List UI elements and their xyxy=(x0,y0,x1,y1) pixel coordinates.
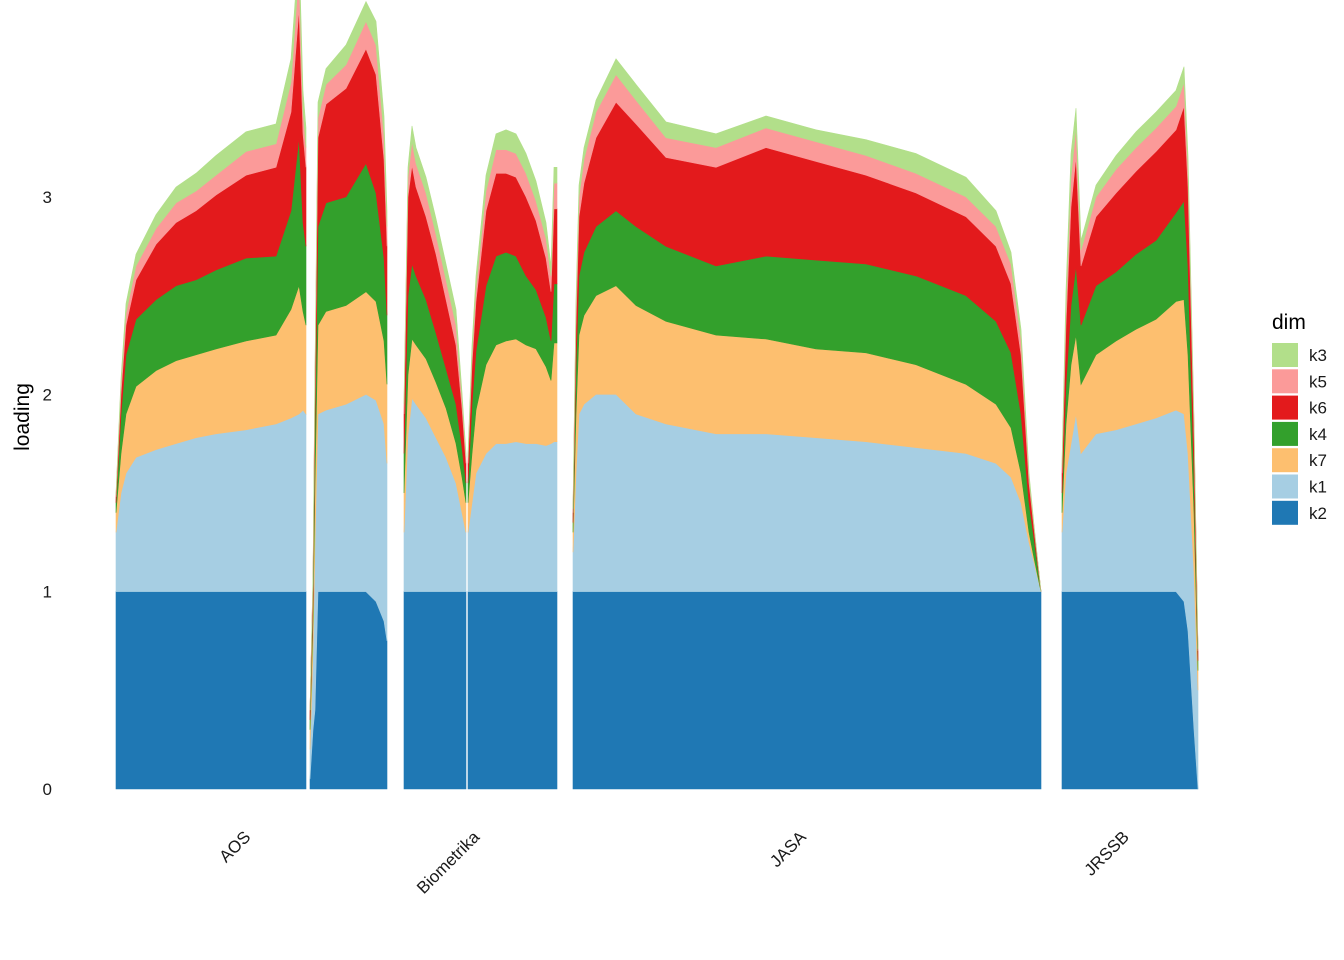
y-axis-label: loading xyxy=(11,383,34,451)
group-jrssb xyxy=(1061,66,1199,790)
legend-swatch-k7 xyxy=(1272,448,1298,473)
y-axis: 0 1 2 3 xyxy=(43,188,52,799)
y-tick-label: 2 xyxy=(43,385,52,404)
area-k2-jasa-0 xyxy=(572,591,1042,790)
legend-label-k3: k3 xyxy=(1309,346,1327,365)
area-k3-jasa-0 xyxy=(572,58,1042,592)
legend-swatch-k3 xyxy=(1272,343,1298,367)
area-k3-biometrika-1 xyxy=(467,129,558,458)
y-tick-label: 3 xyxy=(43,188,52,207)
area-k3-aos-0 xyxy=(115,0,307,495)
area-k3-biometrika-0 xyxy=(403,125,467,458)
group-jasa xyxy=(572,58,1042,790)
legend-label-k4: k4 xyxy=(1309,425,1327,444)
legend-label-k6: k6 xyxy=(1309,399,1327,418)
area-k3-jrssb-0 xyxy=(1061,66,1199,649)
plot-area xyxy=(115,0,1199,790)
area-k2-biometrika-1 xyxy=(467,591,558,790)
legend-swatch-k2 xyxy=(1272,500,1298,525)
area-k2-biometrika-0 xyxy=(403,591,467,790)
legend-label-k2: k2 xyxy=(1309,504,1327,523)
legend: dim k3 k5 k6 k4 k7 k1 k2 xyxy=(1272,311,1327,525)
legend-title: dim xyxy=(1272,311,1306,334)
legend-label-k7: k7 xyxy=(1309,451,1327,470)
y-tick-label: 1 xyxy=(43,583,52,602)
legend-label-k1: k1 xyxy=(1309,478,1327,497)
area-k1-biometrika-1 xyxy=(467,441,558,592)
legend-label-k5: k5 xyxy=(1309,372,1327,391)
area-k3-aos-1 xyxy=(309,0,388,711)
area-k2-aos-1 xyxy=(309,591,388,790)
y-tick-label: 0 xyxy=(43,780,52,799)
area-k2-jrssb-0 xyxy=(1061,591,1199,790)
group-biometrika xyxy=(403,125,558,790)
legend-swatch-k1 xyxy=(1272,474,1298,499)
area-k2-aos-0 xyxy=(115,591,307,790)
legend-swatch-k6 xyxy=(1272,395,1298,420)
group-aos xyxy=(115,0,388,790)
legend-swatch-k5 xyxy=(1272,369,1298,394)
legend-swatch-k4 xyxy=(1272,421,1298,446)
